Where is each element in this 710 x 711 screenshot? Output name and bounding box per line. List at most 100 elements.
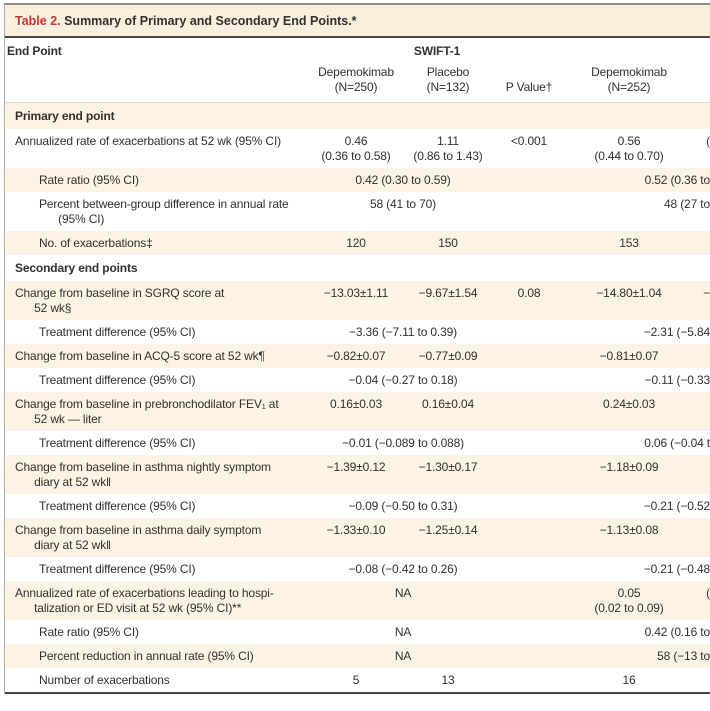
value-pbo2-cut [695,668,710,692]
endpoint-label: Annualized rate of exacerbations leading… [5,581,311,620]
value-pbo2-cut [695,231,710,255]
endpoint-label: Treatment difference (95% CI) [5,494,311,518]
value-pbo1: −1.25±0.14 [401,518,495,557]
table-row: Change from baseline in SGRQ score at 52… [5,281,710,320]
endpoint-label: Percent between-group difference in annu… [5,192,311,231]
value-pvalue [495,557,563,581]
table-title-bar: Table 2. Summary of Primary and Secondar… [5,5,710,38]
section-label: Secondary end points [5,255,710,281]
table-row: Rate ratio (95% CI) NA 0.42 (0.16 to [5,620,710,644]
value-pvalue [495,431,563,455]
value-pvalue [495,494,563,518]
table-row: Rate ratio (95% CI) 0.42 (0.30 to 0.59) … [5,168,710,192]
value-pbo2-cut: ( [695,581,710,620]
section-row-primary: Primary end point [5,102,710,129]
endpoint-label: Treatment difference (95% CI) [5,431,311,455]
section-row-secondary: Secondary end points [5,255,710,281]
value-pvalue: 0.08 [495,281,563,320]
value-pbo2-cut [695,518,710,557]
value-pvalue [495,518,563,557]
value-pvalue [495,320,563,344]
value-pbo2-cut [695,392,710,431]
table-row: Treatment difference (95% CI) −0.01 (−0.… [5,431,710,455]
value-dep2: 0.24±0.03 [563,392,695,431]
value-dep1: 5 [311,668,401,692]
col-header-depemokimab-1: Depemokimab (N=250) [311,63,401,103]
value-pvalue [495,231,563,255]
table-row: Treatment difference (95% CI) −0.04 (−0.… [5,368,710,392]
value-pbo2-cut [695,344,710,368]
value-pbo1: 0.16±0.04 [401,392,495,431]
value-swift2-span-cut: 0.06 (−0.04 t [563,431,710,455]
endpoint-label: Treatment difference (95% CI) [5,320,311,344]
table-row: Percent reduction in annual rate (95% CI… [5,644,710,668]
table-row: Treatment difference (95% CI) −0.08 (−0.… [5,557,710,581]
value-swift1-span: −0.08 (−0.42 to 0.26) [311,557,495,581]
endpoint-label: Change from baseline in ACQ-5 score at 5… [5,344,311,368]
table-bottom-rule [5,692,710,694]
col-header-cut [695,63,710,103]
value-swift1-span: 58 (41 to 70) [311,192,495,231]
value-swift1-span: NA [311,644,495,668]
value-pvalue [495,344,563,368]
table-row: No. of exacerbations‡ 120 150 153 [5,231,710,255]
value-pbo2-cut [695,455,710,494]
value-swift2-span-cut: 0.52 (0.36 to [563,168,710,192]
header-row-arms: Depemokimab (N=250) Placebo (N=132) P Va… [5,63,710,103]
value-swift2-span-cut: −0.11 (−0.33 [563,368,710,392]
value-pvalue: <0.001 [495,129,563,168]
value-dep1: −1.33±0.10 [311,518,401,557]
value-pvalue [495,168,563,192]
value-pbo1: −9.67±1.54 [401,281,495,320]
endpoints-table: End Point SWIFT-1 Depemokimab (N=250) Pl… [5,38,710,692]
value-pvalue [495,581,563,620]
value-pvalue [495,644,563,668]
table-number: Table 2. [15,14,61,28]
table-title: Summary of Primary and Secondary End Poi… [60,14,357,28]
value-swift1-span: −3.36 (−7.11 to 0.39) [311,320,495,344]
header-spacer [5,63,311,103]
endpoint-label: No. of exacerbations‡ [5,231,311,255]
endpoint-label: Rate ratio (95% CI) [5,620,311,644]
value-dep1: 0.16±0.03 [311,392,401,431]
endpoint-label: Number of exacerbations [5,668,311,692]
value-dep1: −0.82±0.07 [311,344,401,368]
value-dep1: 0.46 (0.36 to 0.58) [311,129,401,168]
endpoint-label: Annualized rate of exacerbations at 52 w… [5,129,311,168]
value-pvalue [495,368,563,392]
value-pbo1: 13 [401,668,495,692]
trial1-header: SWIFT-1 [311,38,563,63]
value-swift1-span: NA [311,620,495,644]
endpoint-label: Change from baseline in prebronchodilato… [5,392,311,431]
value-pbo1: −1.30±0.17 [401,455,495,494]
value-swift1-span: −0.04 (−0.27 to 0.18) [311,368,495,392]
value-swift1-span: −0.09 (−0.50 to 0.31) [311,494,495,518]
value-swift2-span-cut: 48 (27 to [563,192,710,231]
value-dep2: −1.18±0.09 [563,455,695,494]
value-pbo2-cut: − [695,281,710,320]
value-dep2: −14.80±1.04 [563,281,695,320]
value-pvalue [495,455,563,494]
table-frame: Table 2. Summary of Primary and Secondar… [4,3,710,694]
table-row: Change from baseline in ACQ-5 score at 5… [5,344,710,368]
value-swift2-span-cut: −0.21 (−0.48 [563,557,710,581]
value-swift1-span: NA [311,581,495,620]
trial2-header-cut [563,38,710,63]
value-pbo2-cut: ( [695,129,710,168]
endpoint-label: Change from baseline in asthma nightly s… [5,455,311,494]
value-pvalue [495,192,563,231]
value-pvalue [495,668,563,692]
col-header-placebo-1: Placebo (N=132) [401,63,495,103]
value-swift2-span-cut: −0.21 (−0.52 [563,494,710,518]
endpoint-label: Percent reduction in annual rate (95% CI… [5,644,311,668]
table-row: Change from baseline in asthma nightly s… [5,455,710,494]
value-dep2: 0.05 (0.02 to 0.09) [563,581,695,620]
value-pvalue [495,392,563,431]
value-dep1: 120 [311,231,401,255]
value-dep2: 16 [563,668,695,692]
endpoint-label: Treatment difference (95% CI) [5,368,311,392]
value-dep2: 0.56 (0.44 to 0.70) [563,129,695,168]
value-pbo1: 150 [401,231,495,255]
value-swift2-span-cut: −2.31 (−5.84 [563,320,710,344]
